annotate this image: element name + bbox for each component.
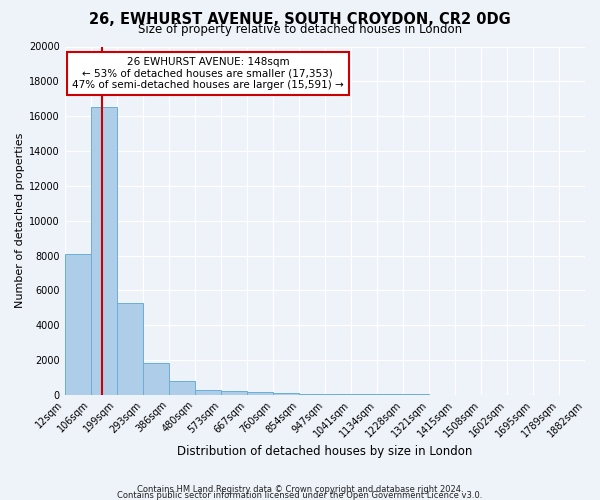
Bar	[91, 108, 117, 395]
Y-axis label: Number of detached properties: Number of detached properties	[15, 133, 25, 308]
Bar	[247, 392, 273, 395]
Bar	[273, 393, 299, 395]
X-axis label: Distribution of detached houses by size in London: Distribution of detached houses by size …	[177, 444, 473, 458]
Bar	[195, 390, 221, 395]
Text: Contains HM Land Registry data © Crown copyright and database right 2024.: Contains HM Land Registry data © Crown c…	[137, 484, 463, 494]
Bar	[299, 394, 325, 395]
Bar	[377, 394, 403, 395]
Bar	[351, 394, 377, 395]
Text: 26, EWHURST AVENUE, SOUTH CROYDON, CR2 0DG: 26, EWHURST AVENUE, SOUTH CROYDON, CR2 0…	[89, 12, 511, 28]
Text: Contains public sector information licensed under the Open Government Licence v3: Contains public sector information licen…	[118, 490, 482, 500]
Bar	[143, 364, 169, 395]
Bar	[65, 254, 91, 395]
Bar	[325, 394, 351, 395]
Bar	[169, 381, 195, 395]
Bar	[117, 302, 143, 395]
Text: Size of property relative to detached houses in London: Size of property relative to detached ho…	[138, 22, 462, 36]
Bar	[221, 392, 247, 395]
Text: 26 EWHURST AVENUE: 148sqm
← 53% of detached houses are smaller (17,353)
47% of s: 26 EWHURST AVENUE: 148sqm ← 53% of detac…	[72, 57, 344, 90]
